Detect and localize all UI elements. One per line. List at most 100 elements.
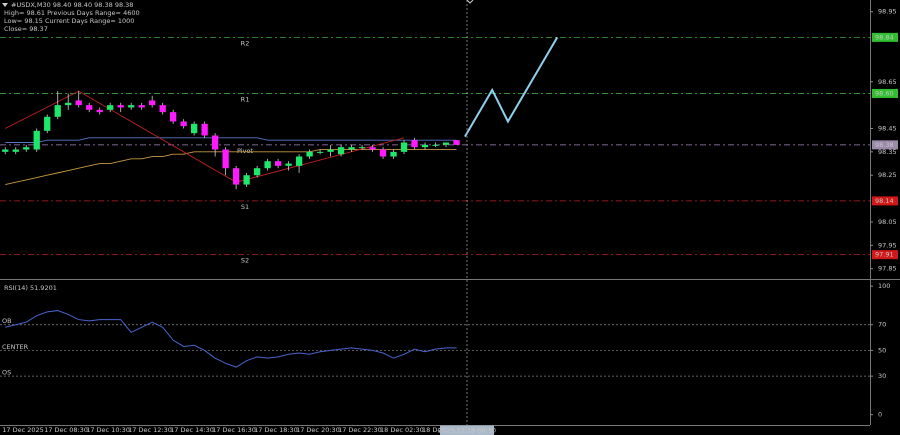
cursor-box bbox=[440, 425, 495, 435]
candle-body bbox=[222, 149, 229, 169]
candle-body bbox=[65, 102, 72, 106]
level-value: 98.38 bbox=[875, 141, 894, 149]
y-tick-label: 98.25 bbox=[878, 171, 897, 179]
y-tick-label: 98.05 bbox=[878, 218, 897, 226]
candle-body bbox=[2, 149, 9, 152]
candle-body bbox=[432, 144, 439, 146]
level-value: 97.91 bbox=[875, 251, 894, 259]
level-box bbox=[872, 32, 898, 42]
candle-body bbox=[128, 105, 135, 108]
zigzag-line bbox=[5, 90, 405, 183]
y-tick-label: 0 bbox=[878, 411, 882, 419]
level-name: R2 bbox=[241, 39, 250, 47]
candle-body bbox=[316, 151, 324, 153]
y-tick-label: 50 bbox=[878, 346, 886, 354]
moving-average bbox=[5, 137, 457, 143]
candle-body bbox=[159, 105, 166, 113]
candle-body bbox=[295, 156, 303, 166]
candle-body bbox=[379, 149, 387, 157]
y-tick-label: 97.85 bbox=[878, 265, 897, 273]
y-tick-label: 98.35 bbox=[878, 148, 897, 156]
level-box bbox=[872, 250, 898, 260]
level-value: 98.60 bbox=[875, 89, 894, 97]
level-name: OB bbox=[2, 317, 12, 325]
projection-line bbox=[464, 36, 559, 138]
candle-body bbox=[274, 161, 282, 166]
candle-body bbox=[96, 109, 103, 113]
cursor-marker bbox=[466, 0, 474, 4]
x-tick-label: 17 Dec 14:30 bbox=[170, 426, 214, 434]
x-tick-label: 18 Dec 02:30 bbox=[380, 426, 424, 434]
y-tick-label: 97.95 bbox=[878, 241, 897, 249]
candle-body bbox=[264, 161, 271, 169]
candle-body bbox=[86, 105, 93, 110]
candle-body bbox=[138, 105, 145, 108]
candle-body bbox=[253, 168, 261, 176]
candle-body bbox=[107, 105, 114, 110]
candle-body bbox=[232, 168, 240, 185]
x-tick-label: 18 De bbox=[422, 426, 441, 434]
candle-body bbox=[23, 147, 30, 150]
level-value: 98.14 bbox=[875, 197, 894, 205]
y-tick-label: 98.95 bbox=[878, 8, 897, 16]
level-box bbox=[872, 196, 898, 206]
candle-body bbox=[442, 142, 450, 145]
candle-body bbox=[191, 123, 198, 134]
rsi-line bbox=[5, 310, 457, 368]
candle-body bbox=[33, 130, 40, 150]
candle-body bbox=[411, 140, 418, 148]
candle-body bbox=[117, 105, 124, 108]
candle-body bbox=[421, 144, 429, 148]
x-tick-label: 17 Dec 16:30 bbox=[212, 426, 256, 434]
header-line: #USDX,M30 98.40 98.40 98.38 98.38 bbox=[11, 1, 133, 9]
level-box bbox=[872, 88, 898, 98]
x-tick-label: 17 Dec 2025 bbox=[2, 426, 44, 434]
candle-body bbox=[180, 121, 187, 127]
x-tick-label: 17 Dec 08:30 bbox=[44, 426, 88, 434]
y-tick-label: 70 bbox=[878, 321, 886, 329]
y-tick-label: 100 bbox=[878, 282, 890, 290]
candle-body bbox=[400, 142, 408, 152]
cursor-label: 2025.12.18 06:30 bbox=[438, 427, 496, 435]
candle-body bbox=[75, 100, 82, 106]
x-tick-label: 17 Dec 18:30 bbox=[254, 426, 298, 434]
x-tick-label: 17 Dec 20:30 bbox=[296, 426, 340, 434]
level-name: S1 bbox=[241, 203, 249, 211]
candle-body bbox=[369, 147, 376, 150]
candle-body bbox=[285, 163, 292, 166]
candle-body bbox=[337, 147, 345, 155]
y-tick-label: 98.45 bbox=[878, 124, 897, 132]
candle-body bbox=[170, 112, 177, 122]
header-line: High= 98.61 Previous Days Range= 4600 bbox=[4, 9, 140, 17]
x-tick-label: 17 Dec 12:30 bbox=[128, 426, 172, 434]
candle-body bbox=[348, 147, 355, 150]
candle-body bbox=[44, 116, 51, 131]
candle-body bbox=[201, 123, 208, 136]
candle-body bbox=[243, 175, 250, 185]
y-tick-label: 30 bbox=[878, 372, 886, 380]
level-box bbox=[872, 140, 898, 150]
candle-body bbox=[358, 147, 366, 149]
candle-body bbox=[211, 135, 219, 150]
candle-body bbox=[149, 100, 156, 106]
level-value: 98.84 bbox=[875, 33, 894, 41]
x-tick-label: 17 Dec 10:30 bbox=[86, 426, 130, 434]
collapse-arrow[interactable] bbox=[2, 3, 8, 7]
candle-body bbox=[390, 151, 397, 157]
candle-body bbox=[54, 105, 61, 117]
level-name: S2 bbox=[241, 257, 249, 265]
candle-body bbox=[453, 140, 460, 145]
level-name: CENTER bbox=[2, 343, 29, 351]
header-line: Low= 98.15 Current Days Range= 1000 bbox=[4, 17, 134, 25]
level-name: OS bbox=[2, 369, 11, 377]
candle-body bbox=[327, 149, 334, 152]
candle-body bbox=[12, 149, 19, 152]
y-tick-label: 98.65 bbox=[878, 78, 897, 86]
x-tick-label: 17 Dec 22:30 bbox=[338, 426, 382, 434]
candle-body bbox=[306, 151, 313, 157]
level-name: Pivot bbox=[237, 147, 253, 155]
indicator-title: RSI(14) 51.9201 bbox=[4, 284, 57, 292]
header-line: Close= 98.37 bbox=[4, 25, 48, 33]
